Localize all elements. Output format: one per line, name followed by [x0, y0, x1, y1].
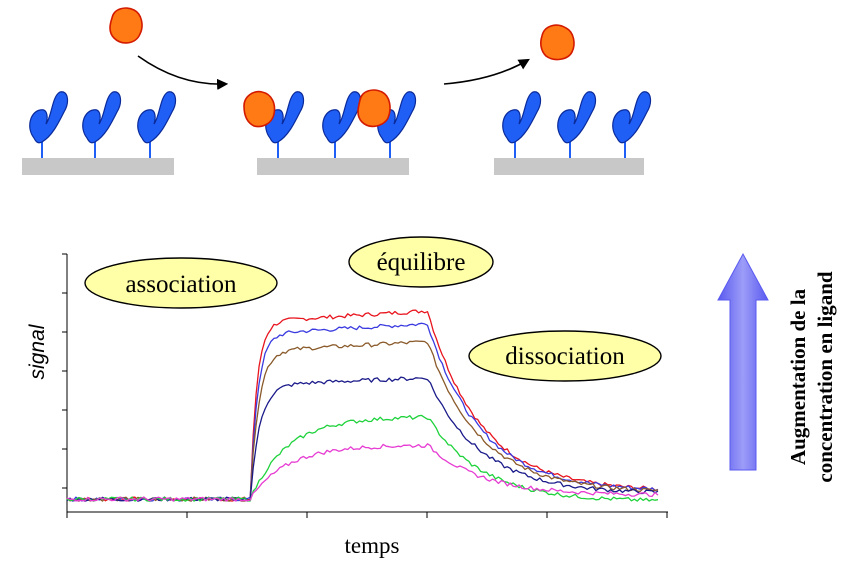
arrow-icon: [443, 58, 530, 85]
series-line-6: [66, 443, 659, 502]
ligand-icon: [243, 90, 276, 128]
annotation-equilibre-text: équilibre: [377, 249, 466, 276]
series-lines: [66, 309, 659, 502]
schematic-panel-dissociated: [494, 24, 652, 175]
ligand-icon: [357, 89, 391, 128]
series-line-5: [66, 414, 659, 502]
receptor-icon: [612, 91, 652, 158]
annotation-association: association: [84, 257, 278, 309]
surface-icon: [22, 158, 174, 175]
receptor-icon: [502, 91, 542, 158]
concentration-arrow-icon: [717, 252, 769, 471]
sensorgram-chart: [62, 253, 668, 518]
annotation-association-text: association: [125, 271, 237, 298]
y-ticks: [62, 253, 67, 489]
annotation-dissociation-text: dissociation: [505, 343, 625, 370]
x-ticks: [66, 512, 668, 518]
receptor-icon: [265, 91, 305, 158]
x-axis-title: temps: [345, 533, 400, 558]
schematic-panel-free: [22, 7, 177, 175]
receptor-icon: [82, 91, 122, 158]
concentration-label-line1: Augmentation de la: [786, 288, 810, 465]
receptor-icon: [557, 91, 597, 158]
annotation-equilibre: équilibre: [348, 236, 494, 288]
concentration-label-line2: concentration en ligand: [813, 271, 837, 482]
schematic-panel-bound: [243, 89, 417, 175]
receptor-icon: [137, 91, 177, 158]
receptor-icon: [322, 91, 362, 158]
ligand-icon: [109, 7, 143, 44]
receptor-icon: [29, 91, 69, 158]
y-axis-title: signal: [26, 323, 49, 379]
series-line-4: [66, 376, 659, 502]
arrow-icon: [137, 55, 229, 90]
annotation-dissociation: dissociation: [468, 330, 662, 382]
surface-icon: [257, 158, 409, 175]
ligand-icon: [540, 24, 575, 61]
surface-icon: [494, 158, 644, 175]
